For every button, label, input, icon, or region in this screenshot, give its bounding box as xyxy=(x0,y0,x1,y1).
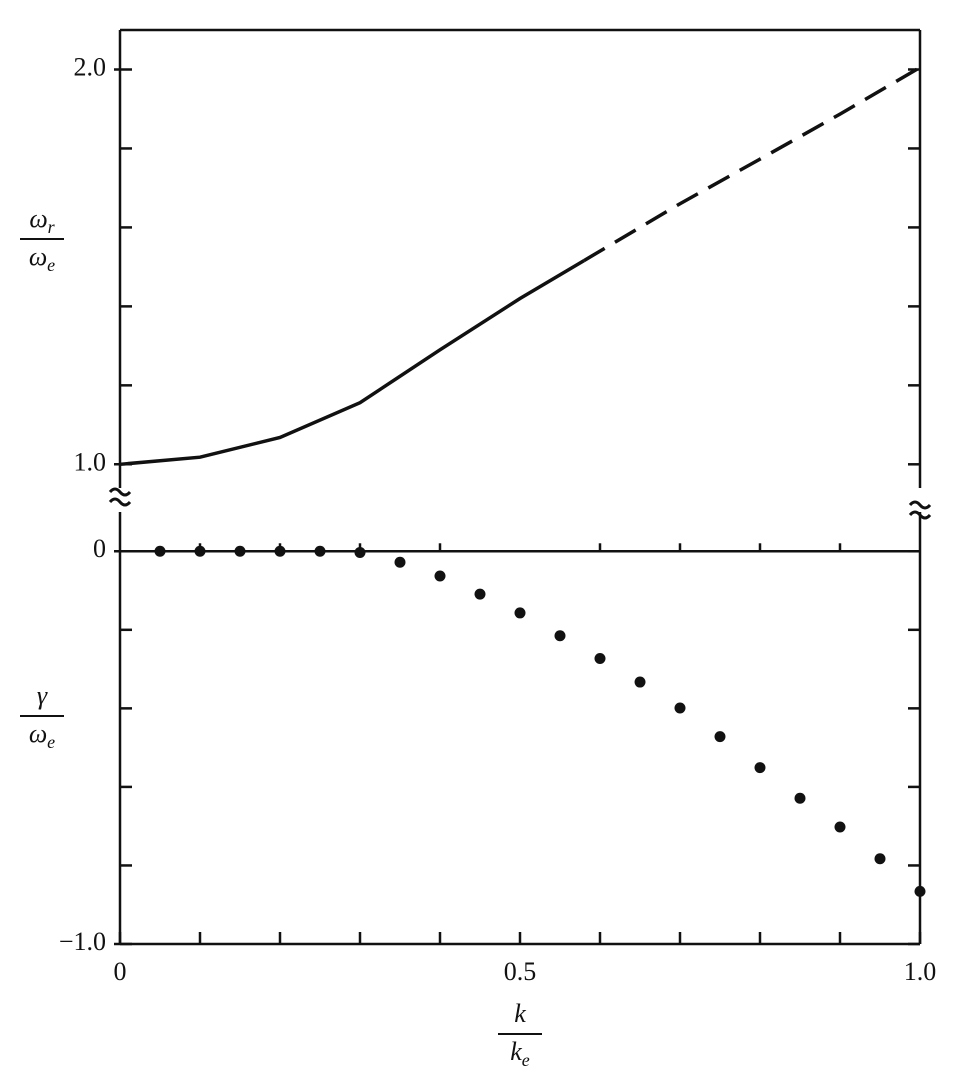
x-tick-label: 1.0 xyxy=(904,957,937,986)
point xyxy=(314,545,326,557)
point xyxy=(434,570,446,582)
axis-break xyxy=(108,487,932,520)
label-denominator-sub: e xyxy=(47,255,55,275)
label-denominator: ωe xyxy=(29,719,55,752)
label-denominator-main: k xyxy=(510,1037,522,1066)
point xyxy=(194,545,206,557)
point xyxy=(834,821,846,833)
point xyxy=(554,630,566,642)
x-tick-label: 0.5 xyxy=(504,957,537,986)
point xyxy=(714,731,726,743)
point xyxy=(874,853,886,865)
label-numerator: k xyxy=(514,999,526,1028)
label-denominator-main: ω xyxy=(29,242,47,271)
x-tick-label: 0 xyxy=(114,957,127,986)
label-denominator: ke xyxy=(510,1037,530,1070)
label-numerator-main: γ xyxy=(37,681,48,710)
y-tick-label: 2.0 xyxy=(74,52,107,81)
x-axis-label: kke xyxy=(498,999,542,1070)
point xyxy=(794,792,806,804)
y-tick-label: 1.0 xyxy=(74,447,107,476)
point xyxy=(594,652,606,664)
label-numerator-main: k xyxy=(514,999,526,1028)
label-numerator: ωr xyxy=(29,204,55,237)
y-tick-label: −1.0 xyxy=(59,927,106,956)
point xyxy=(634,676,646,688)
point xyxy=(354,546,366,558)
point xyxy=(394,556,406,568)
point xyxy=(674,702,686,714)
point xyxy=(914,885,926,897)
label-numerator-main: ω xyxy=(29,204,47,233)
label-denominator-sub: e xyxy=(522,1050,530,1070)
label-denominator-sub: e xyxy=(47,732,55,752)
point xyxy=(514,607,526,619)
point xyxy=(474,588,486,600)
label-numerator-sub: r xyxy=(48,217,56,237)
point xyxy=(234,545,246,557)
label-numerator: γ xyxy=(37,681,48,710)
point xyxy=(274,545,286,557)
line xyxy=(583,65,921,263)
label-denominator-main: ω xyxy=(29,719,47,748)
point xyxy=(154,545,166,557)
y-tick-label: 0 xyxy=(93,534,106,563)
point xyxy=(754,762,766,774)
label-denominator: ωe xyxy=(29,242,55,275)
y-axis-label: γωe xyxy=(20,681,64,752)
line xyxy=(119,259,585,467)
